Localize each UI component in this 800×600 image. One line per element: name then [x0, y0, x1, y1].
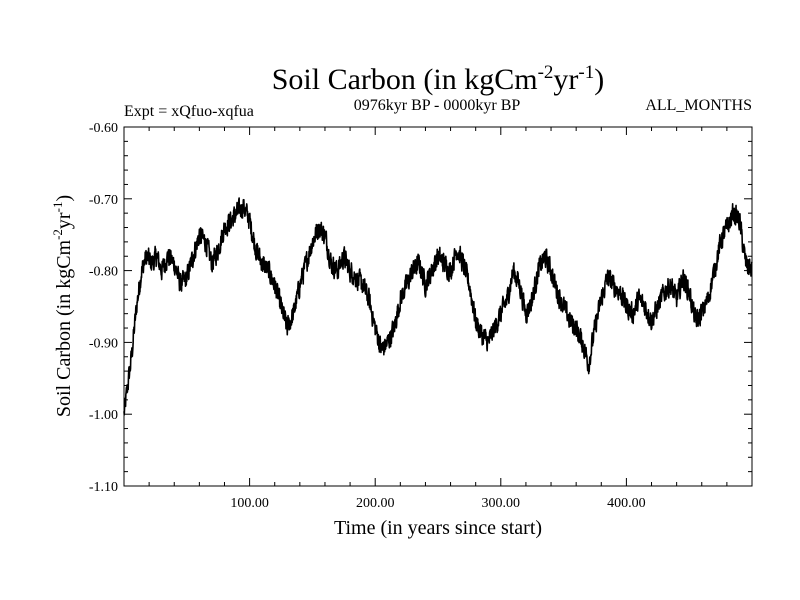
x-tick-label: 400.00 — [607, 496, 646, 511]
axis-ticks — [124, 126, 752, 487]
chart-title: Soil Carbon (in kgCm-2yr-1) — [272, 62, 605, 96]
y-tick-label: -0.80 — [89, 265, 118, 280]
series-group — [123, 197, 753, 416]
x-tick-label: 200.00 — [356, 496, 395, 511]
x-tick-label: 300.00 — [482, 496, 521, 511]
x-axis-label: Time (in years since start) — [334, 517, 542, 539]
y-tick-labels: -0.60 -0.70 -0.80 -0.90 -1.00 -1.10 — [89, 121, 118, 495]
series-line — [123, 197, 753, 416]
months-label: ALL_MONTHS — [645, 97, 752, 114]
y-axis-label: Soil Carbon (in kgCm-2yr-1) — [50, 195, 75, 417]
x-tick-labels: 100.00 200.00 300.00 400.00 — [230, 496, 645, 511]
y-tick-label: -0.60 — [89, 121, 118, 136]
y-tick-label: -1.00 — [89, 408, 118, 423]
experiment-label: Expt = xQfuo-xqfua — [124, 103, 254, 120]
y-tick-label: -0.90 — [89, 336, 118, 351]
plot-frame — [123, 126, 753, 487]
time-range-label: 0976kyr BP - 0000kyr BP — [354, 97, 521, 114]
y-tick-label: -0.70 — [89, 193, 118, 208]
x-tick-label: 100.00 — [230, 496, 269, 511]
y-tick-label: -1.10 — [89, 480, 118, 495]
